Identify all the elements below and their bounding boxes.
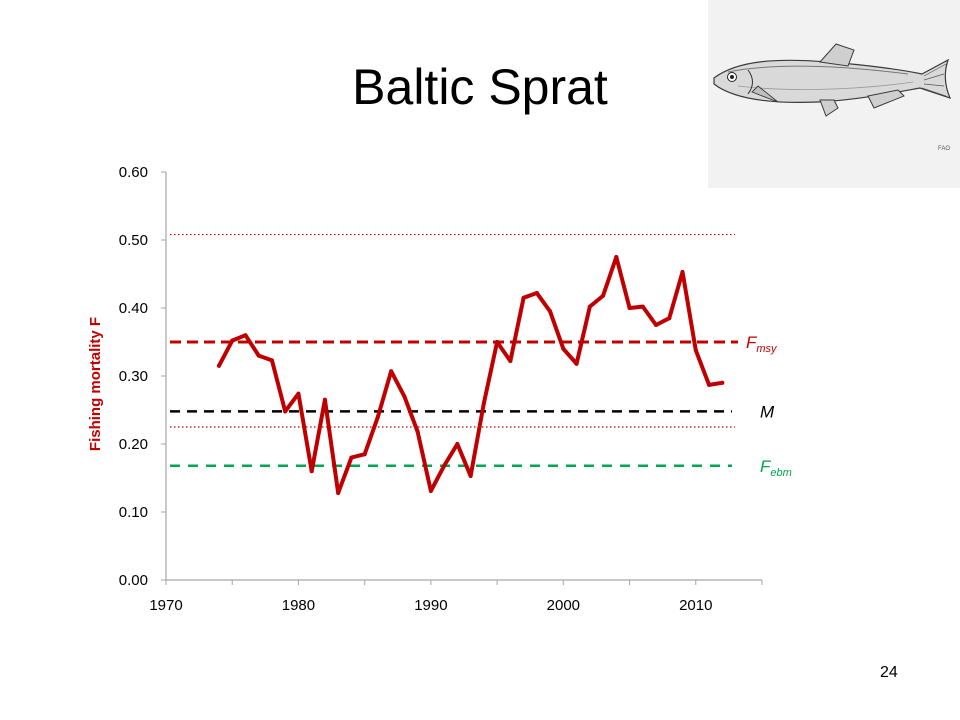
x-tick-label: 1980 [282, 597, 315, 614]
f-data-point [375, 414, 380, 419]
f-data-point [322, 397, 327, 402]
f-data-point [428, 488, 433, 493]
f-data-point [508, 359, 513, 364]
f-data-point [521, 295, 526, 300]
x-tick-label: 2010 [679, 597, 712, 614]
f-data-point [534, 291, 539, 296]
f-data-point [389, 369, 394, 374]
f-data-point [269, 358, 274, 363]
y-tick-label: 0.50 [119, 232, 148, 249]
f-data-point [574, 361, 579, 366]
x-tick-label: 1970 [149, 597, 182, 614]
f-data-point [640, 304, 645, 309]
x-tick-label: 1990 [414, 597, 447, 614]
f-data-point [693, 348, 698, 353]
f-data-point [654, 323, 659, 327]
f-data-point [336, 490, 341, 495]
f-data-point [349, 455, 354, 460]
y-tick-label: 0.10 [119, 504, 148, 521]
f-data-point [468, 473, 473, 478]
sprat-fish-icon [713, 43, 952, 117]
y-tick-label: 0.00 [119, 572, 148, 589]
f-data-point [296, 391, 301, 396]
f-data-point [230, 338, 235, 343]
f-data-point [402, 394, 407, 399]
f-data-point [707, 382, 712, 387]
image-credit: FAO [938, 146, 951, 152]
chart-axes [161, 171, 763, 585]
f-data-point [283, 409, 288, 414]
f-data-point [720, 380, 725, 385]
reference-lines [170, 233, 738, 468]
page-number: 24 [880, 664, 898, 681]
f-data-point [561, 346, 566, 351]
f-data-point [495, 340, 500, 344]
fish-image-panel [708, 0, 960, 188]
ref-label-m: M [760, 402, 775, 421]
f-data-point [216, 363, 221, 368]
x-tick-label: 2000 [547, 597, 580, 614]
ref-label-febm: Febm [760, 457, 792, 479]
f-data-point [680, 269, 685, 274]
f-data-point [587, 304, 592, 309]
y-tick-label: 0.20 [119, 436, 148, 453]
f-data-point [601, 293, 606, 298]
y-tick-label: 0.60 [119, 164, 148, 181]
f-data-point [548, 309, 553, 314]
f-data-point [667, 316, 672, 321]
f-data-point [309, 469, 314, 474]
slide-title: Baltic Sprat [352, 59, 608, 115]
f-data-point [614, 255, 619, 259]
chart-labels: 0.00 0.10 0.20 0.30 0.40 0.50 0.60 1970 1980 1990… [87, 164, 792, 614]
f-data-point [442, 463, 447, 468]
f-series-line [216, 255, 725, 495]
f-data-point [243, 333, 248, 338]
f-data-point [415, 429, 420, 434]
f-data-point [455, 442, 460, 446]
f-data-point [627, 306, 632, 310]
f-data-point [481, 401, 486, 406]
f-data-point [256, 353, 261, 358]
ref-label-fmsy: Fmsy [746, 333, 778, 355]
y-tick-label: 0.30 [119, 368, 148, 385]
y-axis-title: Fishing mortality F [87, 317, 104, 451]
y-tick-label: 0.40 [119, 300, 148, 317]
f-data-point [362, 452, 367, 457]
f-series [216, 255, 725, 495]
